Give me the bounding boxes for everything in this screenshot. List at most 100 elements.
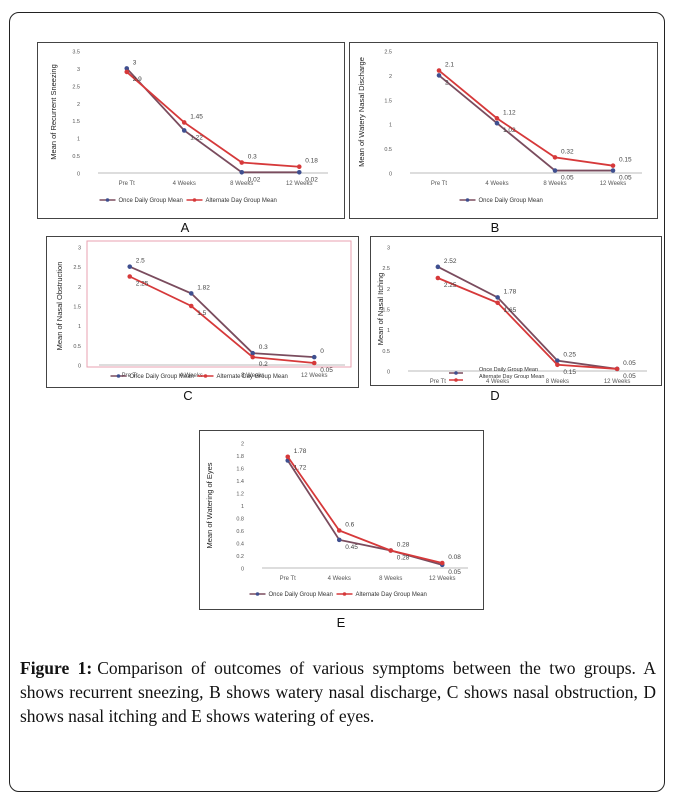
chart-panel-d: 0 0.5 1 1.5 2 2.5 3 Pre Tt 4 Weeks 8 Weeks 12 Week…	[370, 236, 662, 386]
y-tick-label: 0	[78, 364, 81, 370]
data-label: 1.82	[197, 284, 210, 291]
chart-panel-e: 0 0.2 0.4 0.6 0.8 1 1.2 1.4 1.6 1.8 2 Pre Tt 4 Weeks…	[199, 430, 484, 610]
y-tick-label: 3	[387, 246, 390, 252]
data-label: 2.25	[444, 282, 457, 289]
x-tick-label: 8 Weeks	[241, 373, 264, 379]
y-tick-label: 0	[241, 567, 244, 573]
data-label: 0.28	[397, 555, 410, 562]
chart-svg-e: 0 0.2 0.4 0.6 0.8 1 1.2 1.4 1.6 1.8 2 Pre Tt 4 Weeks…	[205, 442, 468, 598]
data-point	[181, 128, 187, 133]
y-tick-label: 2.5	[384, 50, 392, 56]
y-tick-label: 1.8	[236, 454, 244, 460]
y-axis-label: Mean of Nasal Obstruction	[55, 262, 64, 351]
data-point	[336, 528, 342, 533]
data-label: 0.08	[448, 554, 461, 561]
legend-label: Once Daily Group Mean	[479, 367, 538, 373]
data-label: 2.9	[133, 76, 142, 83]
legend-marker	[342, 592, 347, 596]
legend-marker	[192, 198, 197, 202]
legend-label: Once Daily Group Mean	[119, 198, 183, 204]
chart-svg-d: 0 0.5 1 1.5 2 2.5 3 Pre Tt 4 Weeks 8 Weeks 12 Week…	[376, 246, 647, 385]
data-label: 0.05	[561, 175, 574, 182]
data-point	[610, 163, 616, 168]
series-line-alternate-day	[287, 456, 443, 564]
legend-marker	[105, 198, 110, 202]
data-point	[495, 295, 500, 300]
legend-label: Once Daily Group Mean	[269, 592, 333, 598]
data-label: 0.05	[448, 569, 461, 576]
x-tick-label: 4 Weeks	[485, 181, 508, 187]
series-line-alternate-day	[437, 277, 618, 370]
data-label: 0.3	[259, 344, 268, 351]
legend-label: Alternate Day Group Mean	[479, 374, 544, 380]
data-label: 0.05	[623, 360, 636, 367]
plot-area-border	[86, 240, 352, 368]
y-axis-label: Mean of Watery Nasal Discharge	[357, 57, 366, 167]
data-label: 0.05	[320, 367, 333, 374]
y-tick-label: 1	[387, 328, 390, 334]
chart-svg-c: 0 0.5 1 1.5 2 2.5 3 Pre Tt 4 Weeks 8 Weeks 12 Week…	[55, 240, 352, 380]
legend-label: Alternate Day Group Mean	[356, 592, 427, 598]
data-point	[250, 350, 256, 356]
data-label: 0.6	[345, 522, 354, 529]
x-tick-label: Pre Tt	[431, 181, 448, 187]
series-line-once-daily	[129, 265, 315, 359]
data-point	[239, 170, 245, 175]
y-tick-label: 2.5	[382, 266, 390, 272]
y-tick-label: 1	[389, 123, 392, 129]
y-tick-label: 2	[77, 102, 80, 108]
data-point	[494, 116, 500, 121]
y-tick-label: 1	[78, 324, 81, 330]
y-tick-label: 2	[78, 285, 81, 291]
caption-label: Figure 1:	[20, 658, 93, 678]
data-label: 2.25	[136, 281, 149, 288]
data-point	[435, 275, 441, 281]
data-point	[311, 360, 317, 366]
data-label: 0.02	[248, 176, 261, 183]
data-point	[494, 120, 500, 126]
y-tick-label: 0	[389, 172, 392, 178]
data-point	[188, 303, 194, 309]
series-line-alternate-day	[126, 71, 300, 168]
data-point	[311, 354, 317, 360]
data-label: 2	[445, 79, 449, 86]
data-label: 0.45	[345, 544, 358, 551]
series-line-alternate-day	[129, 275, 315, 364]
legend-marker	[203, 374, 208, 378]
y-axis-label: Mean of Nasal Itching	[376, 273, 385, 346]
x-tick-label: 12 Weeks	[600, 181, 627, 187]
data-point	[436, 68, 442, 73]
y-axis-label: Mean of Recurrent Sneezing	[49, 64, 58, 159]
figure-caption: Figure 1: Comparison of outcomes of vario…	[20, 656, 656, 728]
data-label: 3	[133, 59, 137, 66]
y-tick-label: 1.5	[384, 98, 392, 104]
data-point	[296, 164, 302, 170]
legend-label: Once Daily Group Mean	[479, 198, 543, 204]
panel-letter-e: E	[336, 615, 346, 630]
series-line-once-daily	[286, 460, 443, 566]
data-point	[181, 120, 187, 125]
x-tick-label: 12 Weeks	[604, 379, 631, 385]
data-label: 1.78	[294, 448, 307, 455]
series-line-once-daily	[438, 74, 613, 172]
x-tick-label: Pre Tt	[280, 576, 297, 582]
data-label: 0.15	[563, 369, 576, 376]
data-label: 2.1	[445, 62, 454, 69]
data-point	[614, 366, 620, 372]
x-tick-label: 8 Weeks	[230, 181, 253, 187]
y-tick-label: 0.6	[236, 529, 244, 535]
y-tick-label: 2.5	[72, 84, 80, 90]
chart-panel-b: 0 0.5 1 1.5 2 2.5 Pre Tt 4 Weeks 8 Weeks 12 Weeks…	[349, 42, 658, 219]
y-tick-label: 0.4	[236, 542, 244, 548]
y-tick-label: 1.6	[236, 467, 244, 473]
data-point	[336, 537, 342, 543]
data-point	[495, 300, 500, 306]
y-tick-label: 1.2	[236, 492, 244, 498]
data-point	[127, 264, 133, 269]
data-label: 1.22	[190, 134, 203, 141]
y-tick-label: 1	[241, 504, 244, 510]
data-label: 1.12	[503, 109, 516, 116]
data-label: 2.52	[444, 258, 457, 265]
data-point	[436, 73, 442, 78]
data-label: 1.72	[294, 465, 307, 472]
